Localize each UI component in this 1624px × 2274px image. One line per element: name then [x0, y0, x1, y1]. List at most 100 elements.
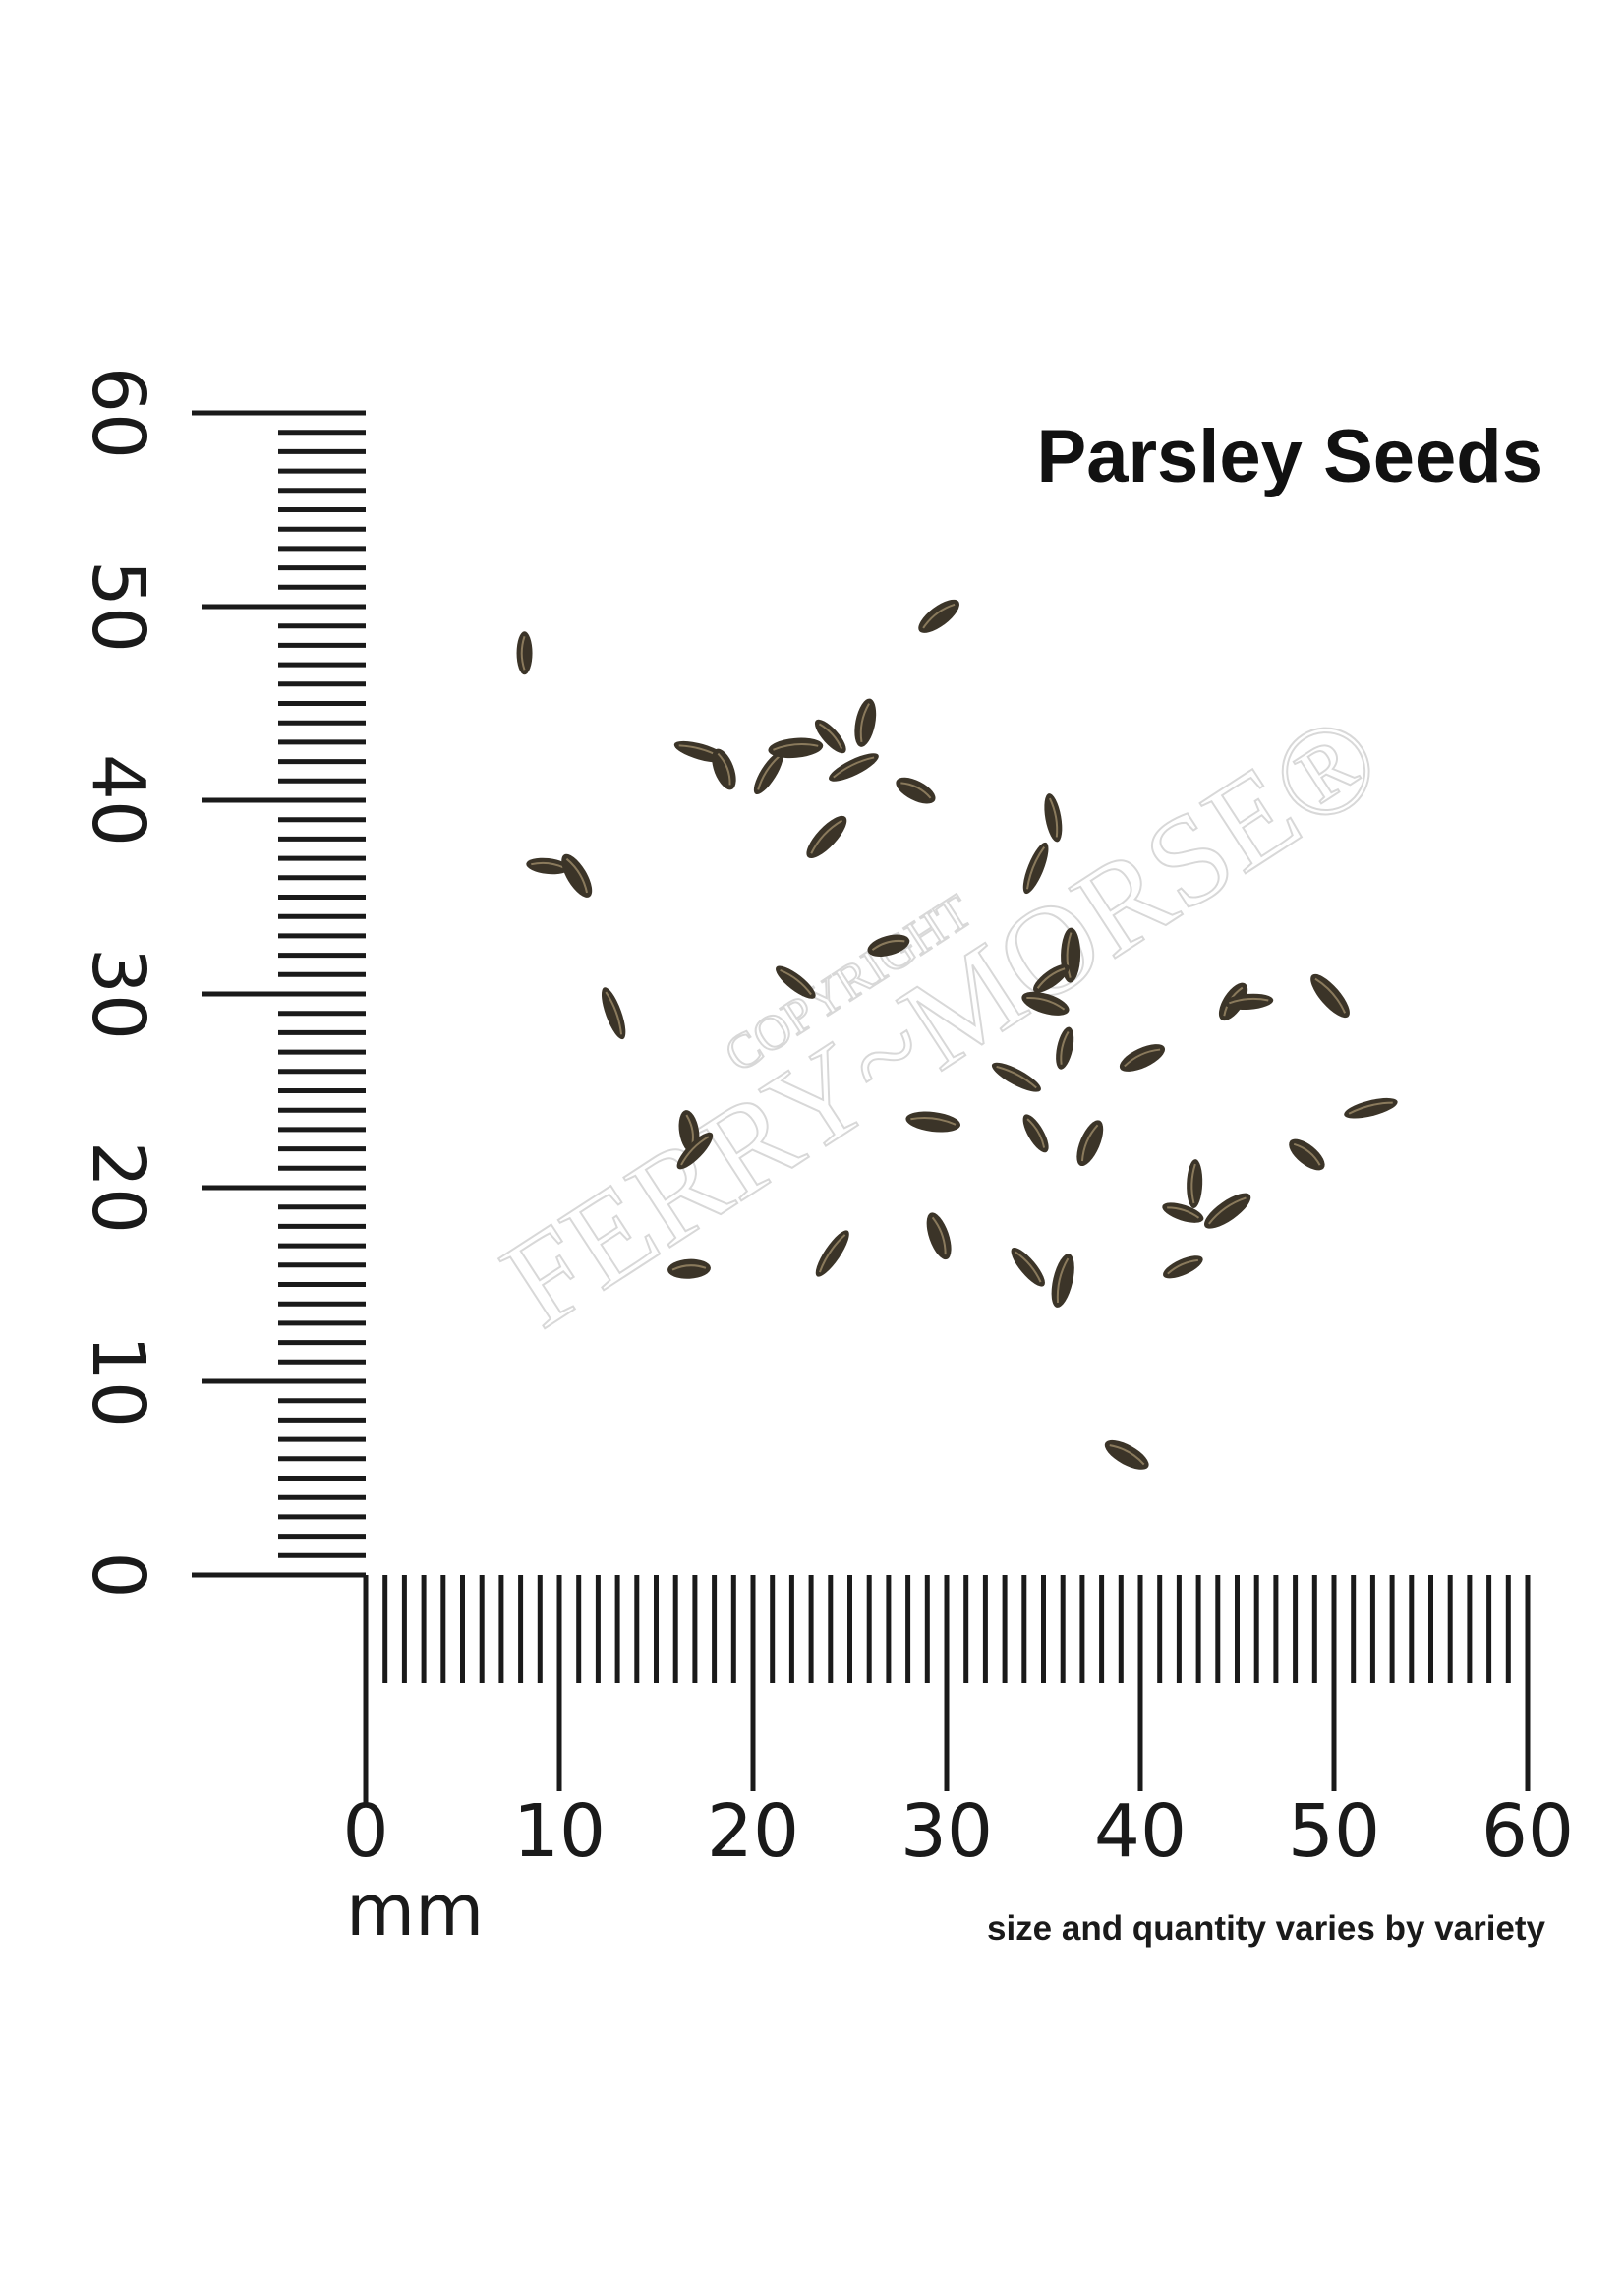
seed-body	[1289, 1138, 1325, 1171]
seed	[991, 1062, 1041, 1092]
seed-body	[1022, 1114, 1049, 1153]
seeds	[516, 599, 1398, 1470]
seed-body	[561, 853, 593, 898]
seed-body	[516, 631, 533, 675]
seed-body	[1056, 1026, 1074, 1070]
seed	[1344, 1097, 1398, 1119]
seed-body	[829, 753, 879, 782]
seed-body	[991, 1062, 1041, 1092]
seed-ridge	[680, 1136, 710, 1166]
seed-body	[814, 719, 846, 754]
seed-body	[1310, 973, 1350, 1019]
seed-ridge	[1167, 1206, 1200, 1219]
x-tick-label: 10	[513, 1789, 606, 1874]
seed-body	[1051, 1254, 1074, 1308]
seed-ridge	[1293, 1142, 1321, 1166]
x-tick-label: 60	[1481, 1789, 1574, 1874]
seed	[1056, 1026, 1074, 1070]
seed	[918, 599, 959, 633]
seed-ridge	[773, 743, 819, 751]
seed-ridge	[1190, 1163, 1196, 1204]
seed-ridge	[565, 857, 589, 894]
seed	[806, 815, 847, 859]
seed	[1032, 963, 1070, 993]
seed	[667, 1258, 711, 1279]
chart-title: Parsley Seeds	[1037, 415, 1544, 498]
seed-ridge	[900, 782, 932, 799]
seed	[1011, 1247, 1045, 1287]
seed-ridge	[531, 861, 565, 869]
seed-ridge	[1056, 1257, 1070, 1304]
seed	[854, 698, 877, 747]
seed-body	[896, 777, 936, 804]
seed	[1162, 1255, 1203, 1279]
seed-ridge	[1026, 1118, 1046, 1148]
seed	[753, 751, 783, 795]
seed-ridge	[1167, 1258, 1198, 1275]
seed	[1022, 842, 1049, 895]
seed-ridge	[520, 635, 526, 671]
seed-ridge	[717, 752, 731, 786]
seed-body	[1076, 1120, 1104, 1167]
seed-body	[526, 857, 570, 875]
seed-ridge	[757, 755, 781, 790]
y-tick-label: 60	[76, 367, 160, 459]
seed-body	[1224, 993, 1274, 1011]
seed-ridge	[1015, 1251, 1042, 1283]
seed-ridge	[1048, 797, 1059, 838]
seed-body	[1011, 1247, 1045, 1287]
vertical-ruler: 0 10 20 30 40 50 60	[76, 367, 366, 1599]
seed-ridge	[1026, 997, 1066, 1011]
seed-body	[905, 1111, 961, 1133]
seed-body	[1344, 1097, 1398, 1119]
seed	[867, 934, 910, 957]
seed	[1204, 1193, 1251, 1229]
seed-ridge	[1208, 1196, 1247, 1225]
seed-ridge	[910, 1117, 957, 1126]
seed-ridge	[996, 1065, 1037, 1089]
x-tick-label: 50	[1288, 1789, 1380, 1874]
seed	[1224, 993, 1274, 1011]
seed-ridge	[1348, 1101, 1393, 1115]
seed	[815, 1230, 849, 1277]
horizontal-ruler: 0 10 20 30 40 50 60	[342, 1575, 1574, 1874]
seed	[814, 719, 846, 754]
x-tick-label: 30	[900, 1789, 993, 1874]
seed	[1051, 1254, 1074, 1308]
seed-ridge	[1060, 1031, 1070, 1065]
seed	[905, 1111, 961, 1133]
seed-body	[601, 987, 626, 1040]
seed-ridge	[810, 819, 843, 854]
seed	[1187, 1159, 1203, 1209]
seed-body	[926, 1212, 952, 1260]
y-tick-label: 20	[76, 1141, 160, 1234]
seed-ridge	[1229, 997, 1269, 1005]
seed	[1289, 1138, 1325, 1171]
unit-label: mm	[346, 1869, 484, 1952]
seed-body	[1187, 1159, 1203, 1209]
seed-body	[1162, 1255, 1203, 1279]
seed-body	[1044, 793, 1063, 843]
seed-ridge	[818, 723, 843, 750]
seed-body	[815, 1230, 849, 1277]
seed-body	[768, 737, 824, 759]
y-tick-label: 30	[76, 948, 160, 1040]
seed-body	[1104, 1439, 1149, 1470]
seed-body	[806, 815, 847, 859]
seed	[601, 987, 626, 1040]
seed-body	[1119, 1044, 1166, 1072]
seed-body	[776, 965, 816, 999]
seed	[1021, 991, 1070, 1016]
seed	[1310, 973, 1350, 1019]
seed-ridge	[1124, 1048, 1161, 1068]
seed	[1076, 1120, 1104, 1167]
x-tick-label: 0	[342, 1789, 388, 1874]
seed-ridge	[1080, 1124, 1099, 1162]
y-tick-label: 40	[76, 754, 160, 846]
seed	[1104, 1439, 1149, 1470]
seed-body	[1032, 963, 1070, 993]
seed-body	[854, 698, 877, 747]
seed-ridge	[605, 991, 623, 1035]
seed-body	[1162, 1202, 1204, 1223]
